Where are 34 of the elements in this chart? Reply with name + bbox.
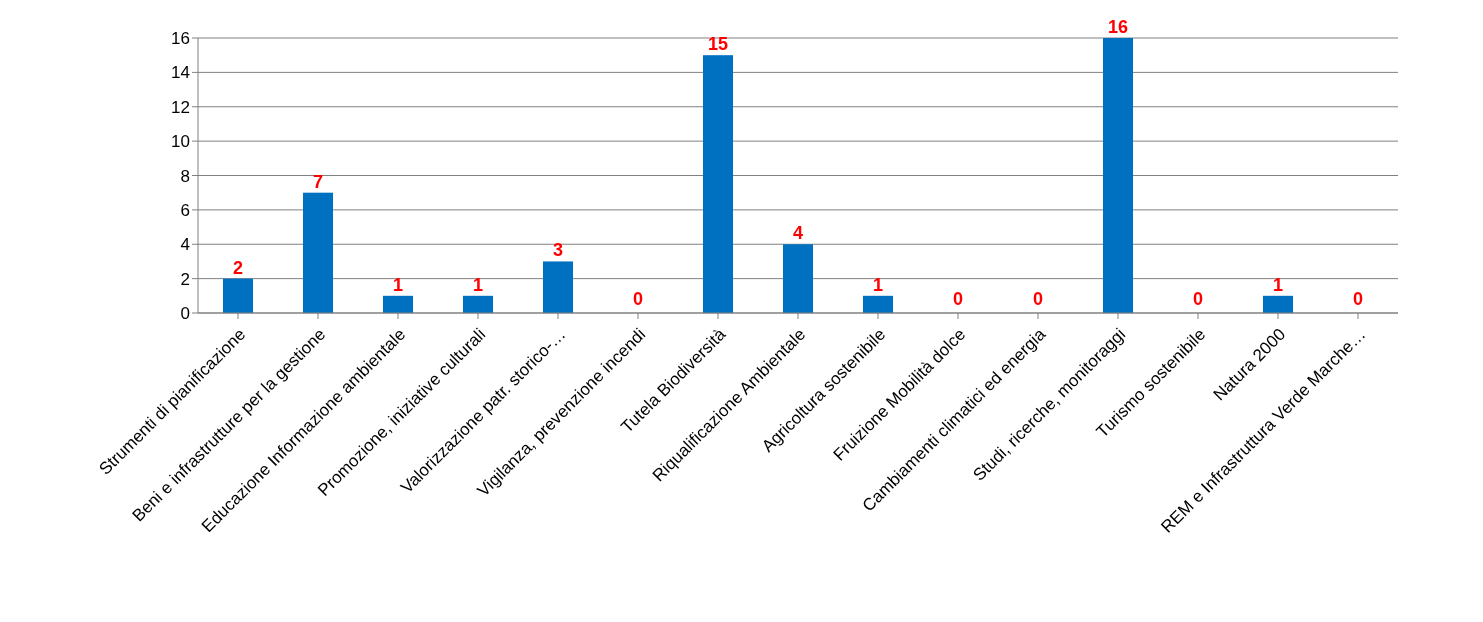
y-tick-label: 12 xyxy=(171,97,190,117)
bar xyxy=(543,261,573,313)
bar xyxy=(863,295,893,313)
data-label: 4 xyxy=(792,223,804,244)
bar xyxy=(703,55,733,313)
data-label: 0 xyxy=(632,289,644,309)
bar xyxy=(303,192,333,313)
data-label: 0 xyxy=(1032,289,1044,309)
y-tick-label: 14 xyxy=(171,63,190,83)
data-label: 0 xyxy=(1192,289,1204,309)
y-tick-label: 6 xyxy=(180,200,190,220)
bar xyxy=(1263,295,1293,313)
bar xyxy=(1103,38,1133,313)
data-label: 1 xyxy=(472,274,484,295)
y-tick-label: 2 xyxy=(180,269,190,289)
y-tick-label: 0 xyxy=(180,304,190,324)
data-label: 3 xyxy=(552,240,564,261)
data-label: 1 xyxy=(872,274,884,295)
data-label: 2 xyxy=(232,257,244,278)
bar xyxy=(783,244,813,313)
data-label: 1 xyxy=(1272,274,1284,295)
data-label: 16 xyxy=(1107,17,1129,37)
data-label: 0 xyxy=(1352,289,1364,309)
data-label: 1 xyxy=(392,274,404,295)
bar xyxy=(463,295,493,313)
y-tick-label: 10 xyxy=(171,132,190,152)
y-tick-label: 16 xyxy=(171,29,190,49)
y-tick-label: 8 xyxy=(180,166,190,186)
data-label: 0 xyxy=(952,289,964,309)
data-label: 15 xyxy=(707,34,729,55)
data-label: 7 xyxy=(312,171,324,192)
bar xyxy=(223,278,253,313)
y-tick-label: 4 xyxy=(180,235,190,255)
bar xyxy=(383,295,413,313)
